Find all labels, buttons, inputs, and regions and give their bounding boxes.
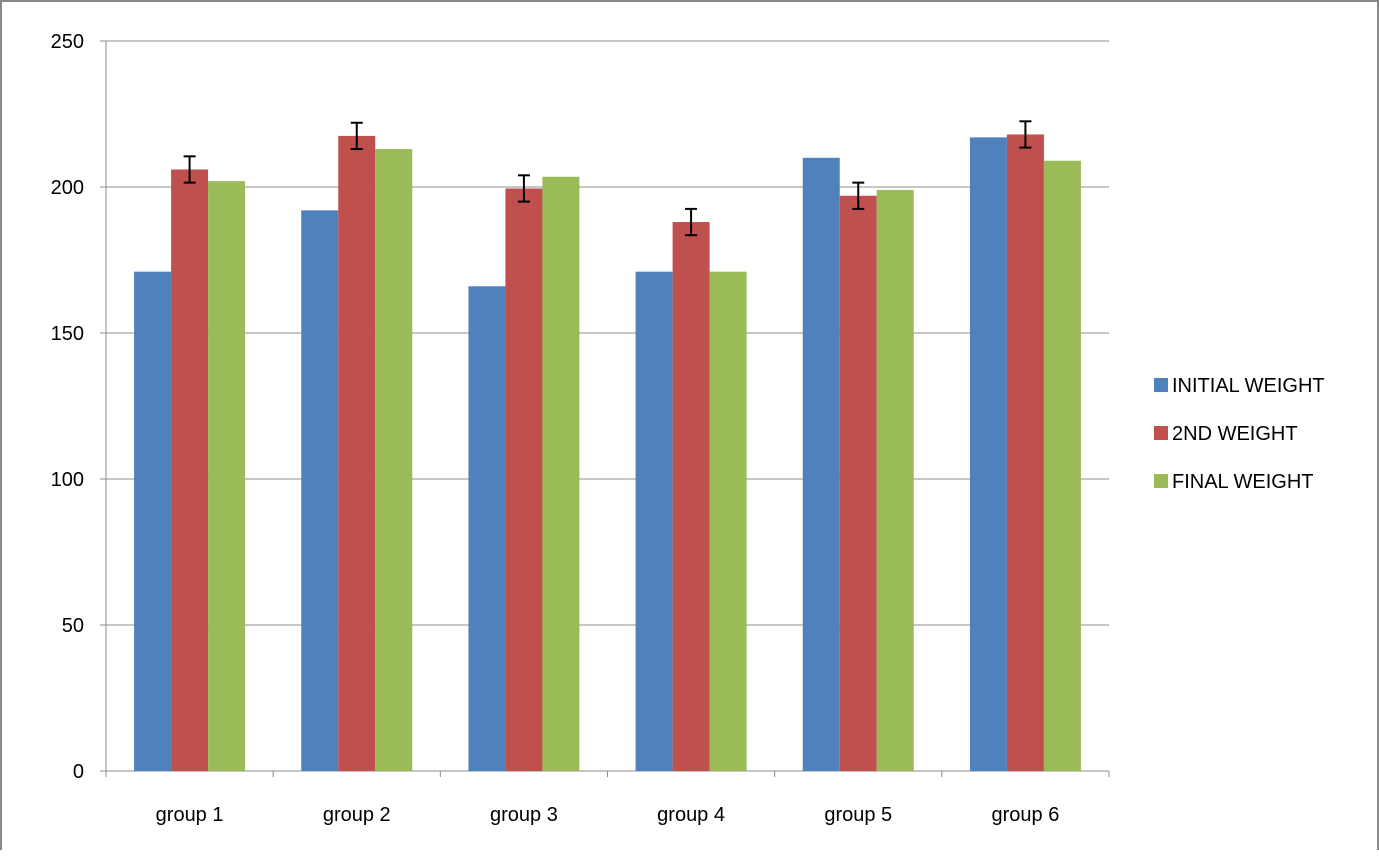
y-tick-label: 100 — [51, 469, 84, 491]
bar-initial-weight-4 — [635, 271, 673, 771]
x-tick-label: group 5 — [824, 804, 892, 826]
bar-2nd-weight-6 — [1006, 134, 1044, 771]
bar-final-weight-5 — [876, 189, 914, 772]
legend-entry: INITIAL WEIGHT — [1154, 375, 1325, 397]
legend-label: INITIAL WEIGHT — [1172, 375, 1325, 397]
bars — [134, 134, 1081, 772]
bar-2nd-weight-4 — [672, 222, 710, 772]
tick-labels: 0 50 100 150 200 250 group 1 group 2 group 3 grou… — [51, 31, 1060, 826]
error-bar — [685, 207, 698, 237]
legend-swatch — [1154, 474, 1168, 488]
x-tick-label: group 1 — [156, 804, 224, 826]
bar-initial-weight-5 — [802, 157, 840, 772]
y-tick-label: 250 — [51, 31, 84, 53]
bar-final-weight-3 — [542, 176, 580, 771]
bar-initial-weight-6 — [969, 137, 1007, 772]
error-bar — [1019, 120, 1032, 149]
bar-final-weight-6 — [1043, 160, 1081, 772]
legend-label: FINAL WEIGHT — [1172, 471, 1313, 493]
axes — [100, 40, 1110, 777]
legend-label: 2ND WEIGHT — [1172, 423, 1298, 445]
x-tick-label: group 4 — [657, 804, 725, 826]
bar-final-weight-2 — [375, 149, 413, 772]
bar-final-weight-1 — [208, 181, 246, 771]
bar-final-weight-4 — [709, 271, 747, 771]
legend-entry: 2ND WEIGHT — [1154, 423, 1298, 445]
bar-initial-weight-2 — [301, 210, 339, 772]
x-tick-label: group 3 — [490, 804, 558, 826]
y-tick-label: 150 — [51, 323, 84, 345]
error-bars — [183, 120, 1032, 237]
bar-2nd-weight-1 — [171, 169, 209, 772]
error-bar — [350, 121, 363, 151]
y-tick-label: 50 — [62, 615, 84, 637]
gridlines — [106, 40, 1109, 626]
bar-2nd-weight-5 — [839, 195, 877, 771]
y-tick-label: 200 — [51, 177, 84, 199]
bar-initial-weight-1 — [134, 271, 172, 771]
bar-2nd-weight-2 — [338, 135, 376, 771]
error-bar — [852, 181, 865, 210]
x-tick-label: group 6 — [991, 804, 1059, 826]
legend-entry: FINAL WEIGHT — [1154, 471, 1313, 493]
legend-swatch — [1154, 426, 1168, 440]
bar-initial-weight-3 — [468, 286, 506, 771]
legend-swatch — [1154, 378, 1168, 392]
error-bar — [183, 155, 196, 184]
legend: INITIAL WEIGHT 2ND WEIGHT FINAL WEIGHT — [1154, 375, 1325, 493]
bar-2nd-weight-3 — [505, 188, 543, 771]
error-bar — [517, 174, 530, 203]
y-tick-label: 0 — [73, 761, 84, 783]
x-tick-label: group 2 — [323, 804, 391, 826]
